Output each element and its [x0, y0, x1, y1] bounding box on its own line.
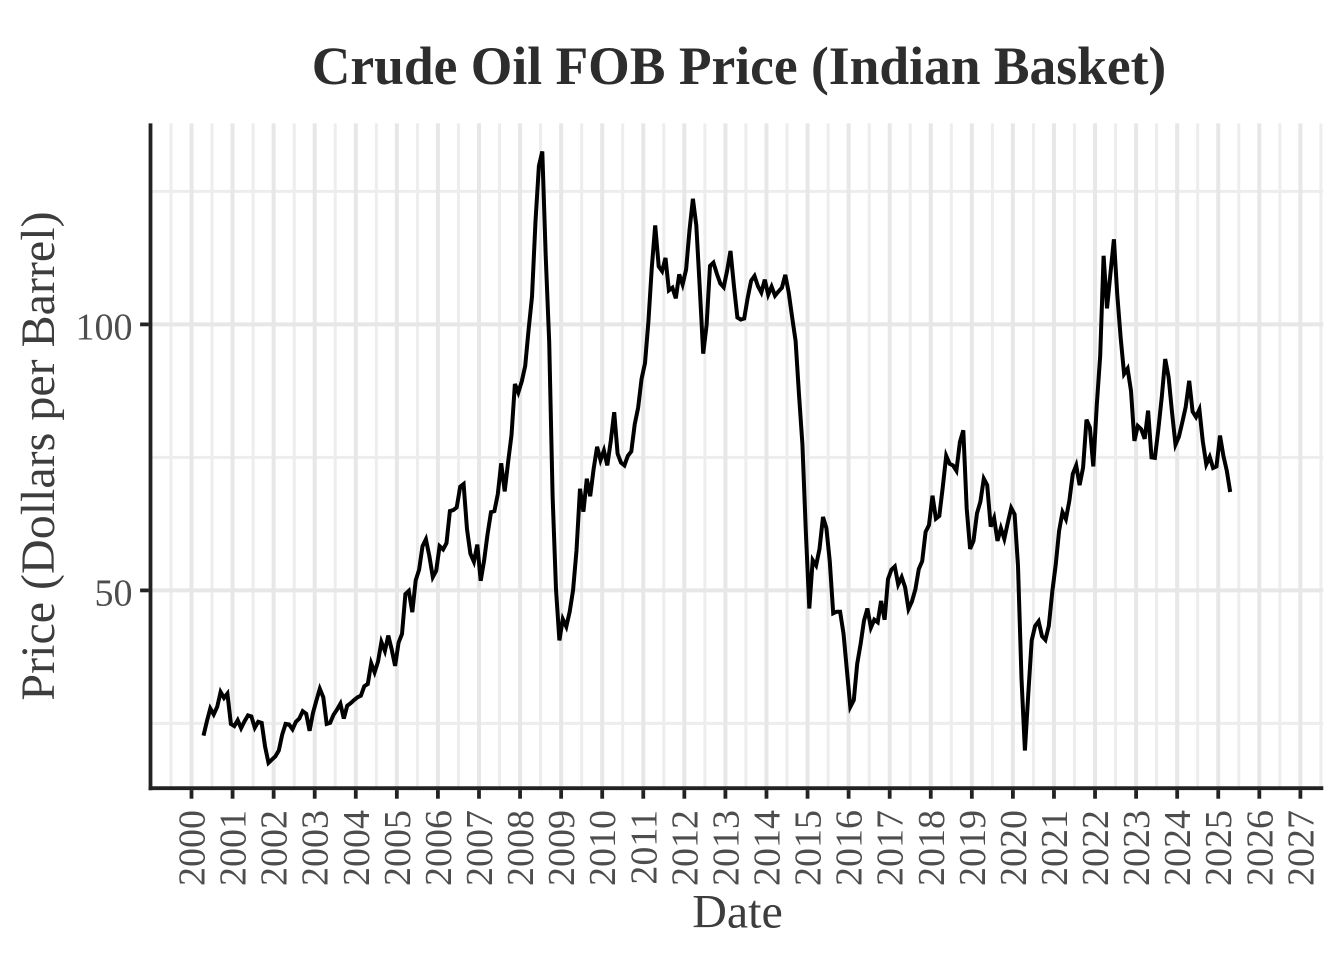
svg-text:2014: 2014: [747, 810, 789, 886]
svg-text:2004: 2004: [336, 810, 378, 886]
svg-text:2010: 2010: [582, 810, 624, 886]
svg-text:2001: 2001: [213, 810, 255, 886]
svg-text:2024: 2024: [1157, 810, 1199, 886]
svg-text:2022: 2022: [1075, 810, 1117, 886]
svg-text:2002: 2002: [254, 810, 296, 886]
svg-text:2000: 2000: [172, 810, 214, 886]
svg-text:2026: 2026: [1239, 810, 1281, 886]
svg-text:2020: 2020: [993, 810, 1035, 886]
svg-text:2016: 2016: [829, 810, 871, 886]
svg-text:2005: 2005: [377, 810, 419, 886]
svg-text:2019: 2019: [952, 810, 994, 886]
svg-text:2012: 2012: [664, 810, 706, 886]
svg-text:2006: 2006: [418, 810, 460, 886]
svg-text:2025: 2025: [1198, 810, 1240, 886]
svg-text:Price (Dollars per Barrel): Price (Dollars per Barrel): [12, 211, 65, 700]
svg-text:2023: 2023: [1116, 810, 1158, 886]
svg-text:2009: 2009: [541, 810, 583, 886]
svg-text:2018: 2018: [911, 810, 953, 886]
svg-text:2021: 2021: [1034, 810, 1076, 886]
svg-text:2008: 2008: [500, 810, 542, 886]
svg-text:2027: 2027: [1280, 810, 1322, 886]
svg-text:2003: 2003: [295, 810, 337, 886]
svg-text:100: 100: [76, 306, 133, 348]
svg-text:2015: 2015: [788, 810, 830, 886]
svg-text:50: 50: [95, 572, 133, 614]
svg-text:Date: Date: [692, 886, 783, 939]
svg-text:2017: 2017: [870, 810, 912, 886]
svg-text:2013: 2013: [705, 810, 747, 886]
svg-text:2011: 2011: [623, 810, 665, 885]
svg-text:Crude Oil FOB Price (Indian Ba: Crude Oil FOB Price (Indian Basket): [312, 36, 1167, 96]
svg-text:2007: 2007: [459, 810, 501, 886]
